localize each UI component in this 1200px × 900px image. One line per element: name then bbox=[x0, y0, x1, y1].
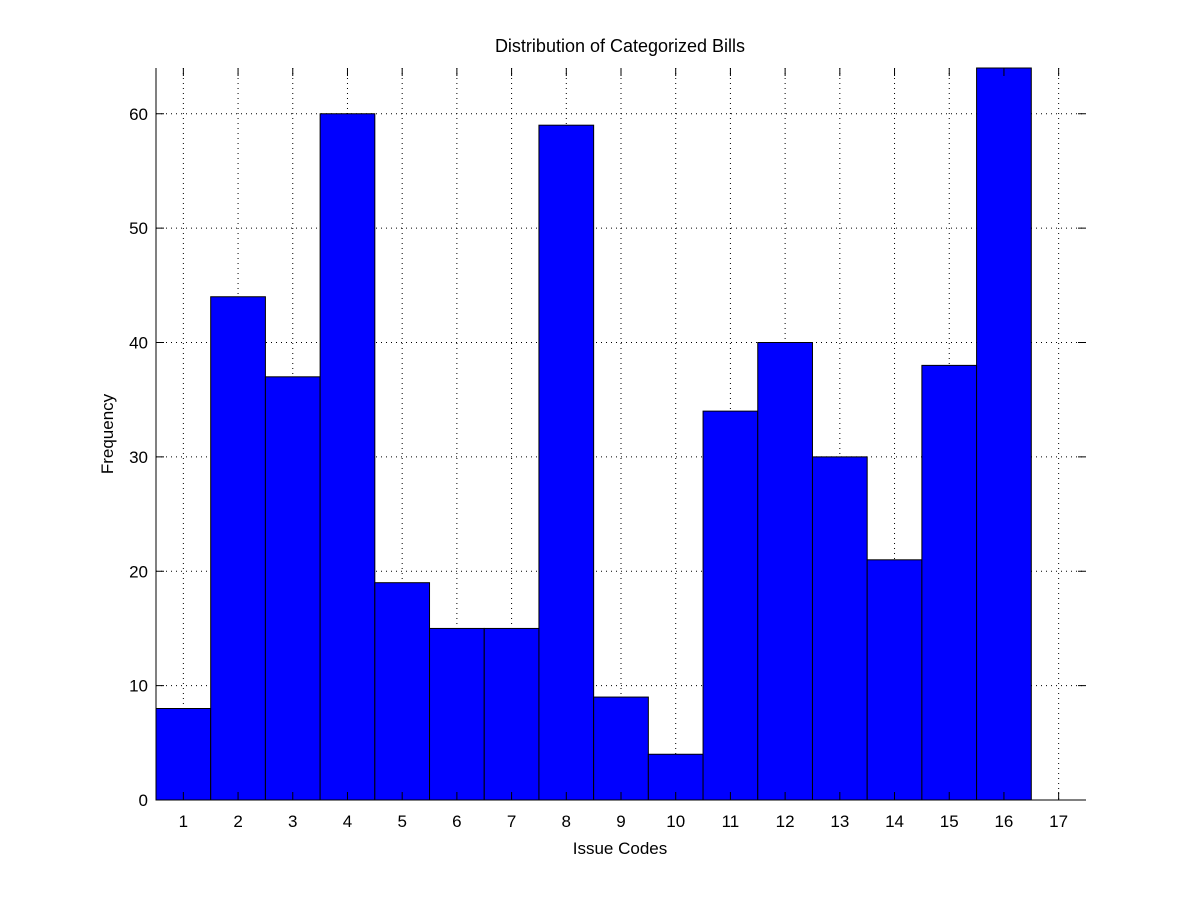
x-tick-label: 17 bbox=[1049, 812, 1068, 831]
bar-5 bbox=[374, 582, 431, 801]
x-tick-label: 3 bbox=[288, 812, 297, 831]
bar-13 bbox=[811, 456, 868, 801]
bar-7 bbox=[483, 627, 540, 801]
x-tick-label: 6 bbox=[452, 812, 461, 831]
x-tick-label: 16 bbox=[994, 812, 1013, 831]
y-tick-label: 10 bbox=[129, 677, 148, 696]
bar-9 bbox=[593, 696, 649, 801]
chart-title: Distribution of Categorized Bills bbox=[495, 36, 745, 56]
y-tick-label: 20 bbox=[129, 562, 148, 581]
bar-16 bbox=[976, 67, 1032, 801]
x-tick-label: 5 bbox=[397, 812, 406, 831]
bars-layer bbox=[155, 67, 1032, 801]
y-tick-label: 60 bbox=[129, 105, 148, 124]
x-tick-label: 13 bbox=[830, 812, 849, 831]
bar-8 bbox=[538, 124, 595, 801]
y-axis-label: Frequency bbox=[98, 393, 117, 474]
x-tick-label: 4 bbox=[343, 812, 352, 831]
bar-1 bbox=[155, 708, 212, 801]
y-tick-label: 0 bbox=[139, 791, 148, 810]
x-tick-label: 8 bbox=[562, 812, 571, 831]
x-tick-label: 11 bbox=[722, 812, 740, 831]
x-tick-label: 15 bbox=[940, 812, 959, 831]
x-tick-label: 7 bbox=[507, 812, 516, 831]
bar-11 bbox=[702, 410, 759, 801]
x-tick-label: 2 bbox=[233, 812, 242, 831]
bar-14 bbox=[866, 559, 923, 801]
bar-3 bbox=[264, 376, 321, 801]
x-tick-label: 1 bbox=[179, 812, 188, 831]
x-tick-label: 9 bbox=[616, 812, 625, 831]
x-tick-label: 14 bbox=[885, 812, 904, 831]
bar-2 bbox=[210, 296, 266, 801]
bar-4 bbox=[319, 113, 376, 801]
y-tick-label: 30 bbox=[129, 448, 148, 467]
x-axis-label: Issue Codes bbox=[573, 839, 668, 858]
y-tick-label: 40 bbox=[129, 334, 148, 353]
bar-15 bbox=[921, 364, 978, 801]
x-tick-label: 12 bbox=[776, 812, 795, 831]
bar-12 bbox=[757, 342, 813, 801]
bar-6 bbox=[429, 627, 485, 801]
x-tick-label: 10 bbox=[666, 812, 685, 831]
y-tick-label: 50 bbox=[129, 219, 148, 238]
